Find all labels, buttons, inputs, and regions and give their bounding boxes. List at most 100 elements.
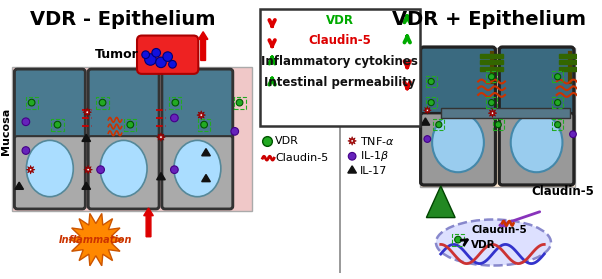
Text: Claudin-5: Claudin-5 [532, 186, 595, 198]
Bar [234, 97, 246, 109]
Bar [486, 71, 497, 82]
Polygon shape [82, 182, 90, 189]
Bar [559, 67, 582, 71]
Circle shape [200, 121, 208, 128]
Circle shape [424, 136, 430, 142]
Circle shape [495, 122, 501, 128]
Text: Claudin-5: Claudin-5 [308, 34, 371, 47]
Bar [124, 119, 136, 131]
Bar [480, 67, 503, 71]
Polygon shape [421, 118, 430, 125]
Polygon shape [348, 137, 356, 145]
Bar [426, 76, 436, 87]
Bar [441, 108, 570, 118]
FancyBboxPatch shape [137, 35, 198, 74]
Bar [426, 97, 436, 108]
Bar [486, 97, 497, 108]
Polygon shape [26, 165, 35, 174]
Circle shape [172, 99, 179, 106]
Bar [559, 61, 582, 64]
Circle shape [426, 109, 429, 111]
Bar [169, 97, 181, 109]
Bar [198, 119, 210, 131]
Bar [552, 119, 563, 130]
Text: Inflammation: Inflammation [59, 235, 132, 245]
Polygon shape [348, 166, 356, 173]
Polygon shape [157, 133, 166, 141]
Circle shape [428, 78, 434, 85]
Circle shape [22, 147, 29, 154]
Bar [25, 97, 38, 109]
Circle shape [455, 236, 461, 243]
Circle shape [170, 166, 178, 174]
Ellipse shape [26, 140, 73, 197]
FancyBboxPatch shape [88, 69, 159, 162]
Circle shape [170, 114, 178, 122]
FancyArrow shape [198, 32, 208, 61]
Bar [552, 97, 563, 108]
Polygon shape [424, 107, 431, 114]
Text: Tumor: Tumor [95, 48, 139, 61]
Bar [452, 234, 464, 246]
Bar [51, 119, 64, 131]
Circle shape [87, 169, 90, 171]
Circle shape [169, 61, 176, 68]
Bar [96, 97, 108, 109]
Bar [420, 48, 575, 187]
Text: VDR: VDR [471, 240, 496, 250]
Polygon shape [84, 165, 93, 174]
Text: Mucosa: Mucosa [1, 108, 11, 155]
Circle shape [99, 99, 106, 106]
Circle shape [29, 169, 32, 171]
Circle shape [163, 52, 172, 61]
Circle shape [554, 122, 560, 128]
FancyBboxPatch shape [14, 69, 85, 162]
Text: VDR + Epithelium: VDR + Epithelium [392, 10, 586, 29]
FancyBboxPatch shape [162, 69, 233, 162]
Ellipse shape [174, 140, 221, 197]
Bar [433, 119, 444, 130]
FancyBboxPatch shape [162, 136, 233, 209]
Bar [492, 119, 504, 130]
Text: IL-17: IL-17 [360, 166, 387, 176]
Polygon shape [202, 174, 210, 182]
FancyArrow shape [144, 208, 154, 237]
Bar [559, 54, 582, 57]
Text: VDR - Epithelium: VDR - Epithelium [30, 10, 216, 29]
Circle shape [22, 118, 29, 126]
Text: Claudin-5: Claudin-5 [471, 225, 527, 235]
Bar [480, 61, 503, 64]
Circle shape [554, 74, 560, 80]
Bar [13, 67, 252, 211]
Circle shape [28, 99, 35, 106]
Ellipse shape [510, 113, 562, 172]
Bar [552, 71, 563, 82]
Circle shape [554, 100, 560, 106]
FancyBboxPatch shape [14, 136, 85, 209]
Circle shape [351, 140, 353, 142]
Text: Inflammatory cytokines: Inflammatory cytokines [261, 55, 418, 68]
FancyBboxPatch shape [499, 47, 574, 132]
FancyBboxPatch shape [421, 113, 495, 185]
Circle shape [236, 99, 243, 106]
Polygon shape [488, 109, 497, 117]
Circle shape [86, 111, 88, 114]
Polygon shape [202, 149, 210, 156]
Circle shape [428, 100, 434, 106]
Polygon shape [426, 186, 455, 218]
Polygon shape [69, 213, 123, 266]
Circle shape [127, 121, 134, 128]
Polygon shape [157, 172, 166, 180]
FancyBboxPatch shape [421, 47, 495, 132]
Bar [480, 54, 503, 57]
Ellipse shape [436, 220, 551, 266]
Circle shape [488, 74, 495, 80]
Text: Intestinal permeability: Intestinal permeability [264, 76, 415, 89]
Polygon shape [83, 108, 92, 117]
Circle shape [156, 57, 166, 68]
Circle shape [200, 114, 202, 116]
Circle shape [231, 128, 238, 135]
Text: IL-1$\beta$: IL-1$\beta$ [360, 149, 389, 163]
Polygon shape [82, 134, 90, 141]
Ellipse shape [100, 140, 147, 197]
